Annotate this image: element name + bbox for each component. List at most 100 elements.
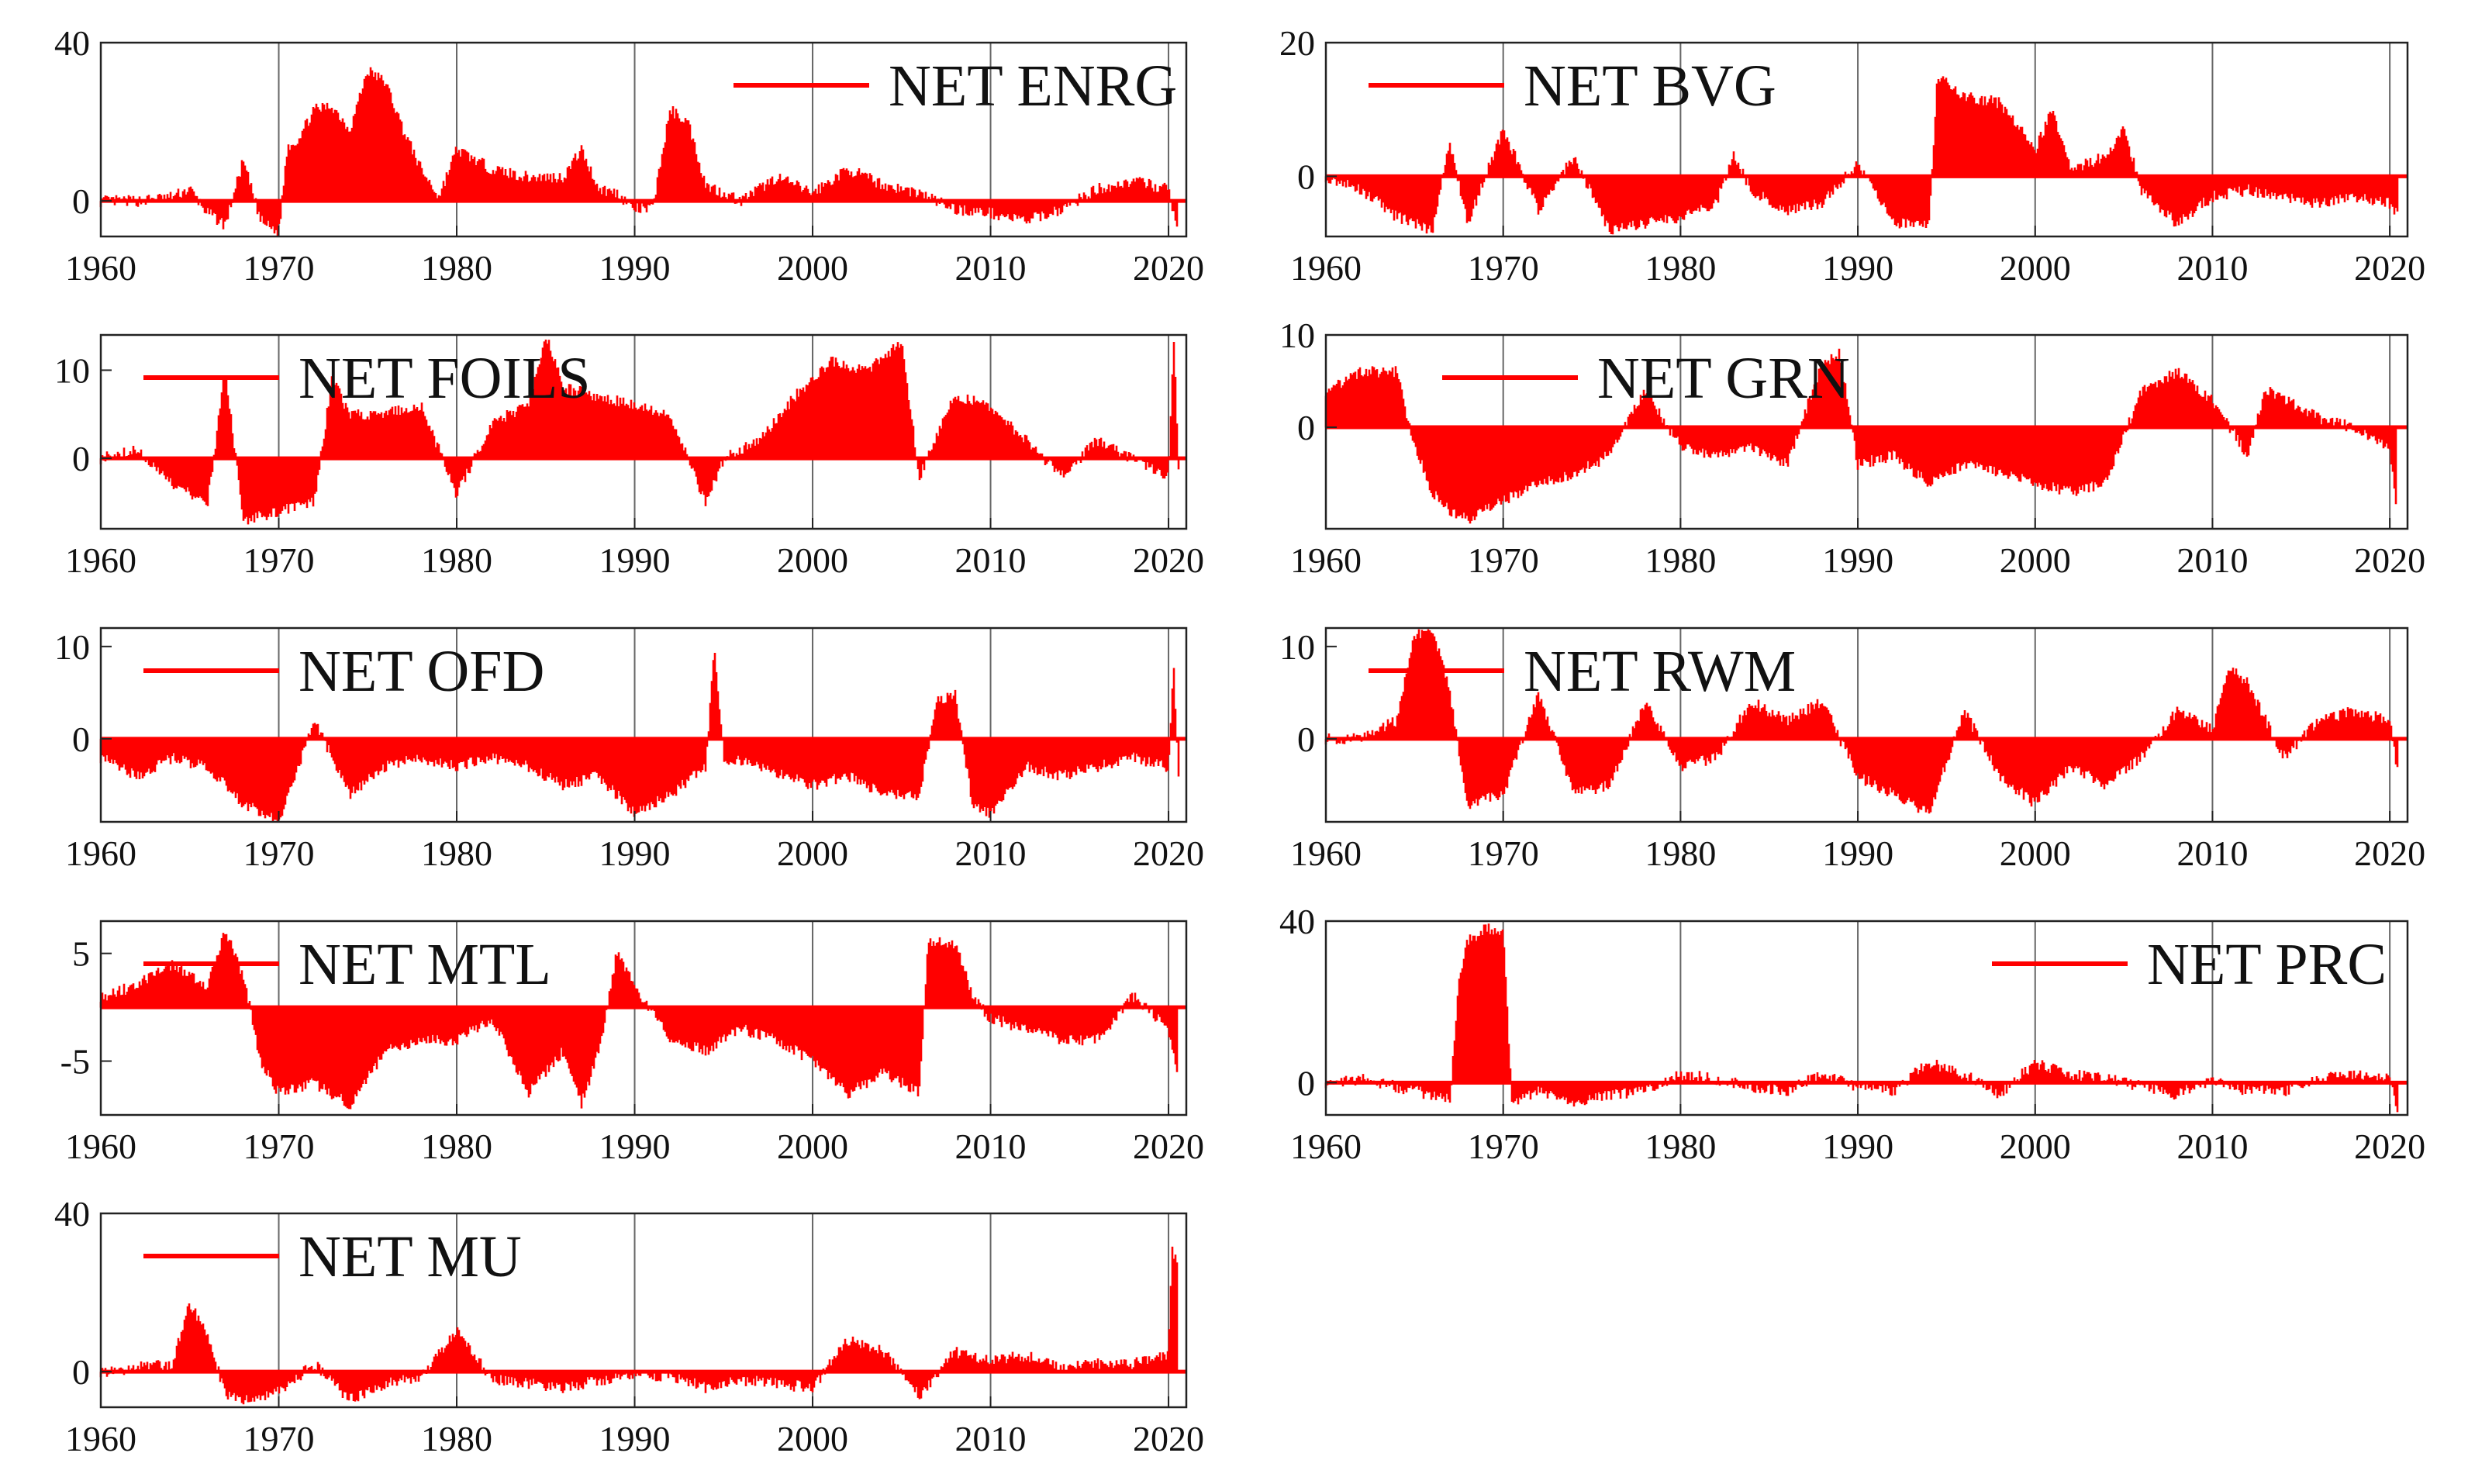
x-tick-label: 1970 [243,833,315,873]
legend-label: NET MU [299,1224,522,1289]
y-tick-label: -5 [60,1042,90,1082]
x-tick-label: 2000 [2000,833,2071,873]
plot-frame [99,41,1188,238]
chart-net-enrg: 1960 1970 1980 1990 2000 2010 2020 40 0 NET ENRG [54,23,1204,288]
legend-label: NET RWM [1524,639,1796,704]
y-tick-label: 10 [54,350,90,390]
plot-frame [99,333,1188,530]
x-tick-label: 1980 [1645,540,1716,580]
x-tick-label: 2020 [2354,833,2425,873]
x-tick-label: 1960 [1290,540,1362,580]
x-tick-label: 2010 [955,1127,1027,1166]
legend-label: NET OFD [299,639,544,704]
x-tick-label: 1990 [1822,833,1893,873]
x-tick-label: 2020 [2354,1127,2425,1166]
y-tick-label: 10 [54,627,90,667]
legend-label: NET ENRG [889,53,1177,119]
x-tick-label: 1970 [1468,1127,1539,1166]
x-tick-label: 2000 [2000,1127,2071,1166]
x-tick-label: 2020 [2354,248,2425,288]
x-tick-label: 2010 [955,833,1027,873]
x-tick-label: 1980 [421,833,492,873]
chart-net-mu: 1960 1970 1980 1990 2000 2010 2020 40 0 NET MU [54,1194,1204,1458]
chart-net-rwm: 1960 1970 1980 1990 2000 2010 2020 10 0 NET RWM [1279,626,2425,873]
chart-net-foils: 1960 1970 1980 1990 2000 2010 2020 10 0 NET FOILS [54,333,1204,580]
x-tick-label: 1990 [1822,540,1893,580]
y-tick-label: 40 [1279,902,1315,941]
chart-net-mtl: 1960 1970 1980 1990 2000 2010 2020 5 -5 NET MTL [60,920,1204,1166]
y-tick-label: 10 [1279,316,1315,355]
x-tick-label: 1980 [1645,248,1716,288]
x-tick-label: 1960 [1290,1127,1362,1166]
x-tick-label: 2000 [2000,540,2071,580]
x-tick-label: 1970 [1468,833,1539,873]
x-tick-label: 1990 [599,1127,671,1166]
y-tick-label: 5 [72,934,90,974]
y-tick-label: 0 [72,439,90,478]
x-tick-label: 2000 [777,248,848,288]
x-tick-label: 1970 [243,248,315,288]
x-tick-label: 2000 [777,1127,848,1166]
legend-label: NET MTL [299,932,551,997]
y-tick-label: 0 [1297,157,1315,196]
chart-net-ofd: 1960 1970 1980 1990 2000 2010 2020 10 0 NET OFD [54,626,1204,873]
x-tick-label: 2010 [2176,248,2248,288]
y-tick-label: 0 [1297,1063,1315,1103]
plot-frame [99,626,1188,823]
x-tick-label: 1960 [1290,833,1362,873]
chart-net-grn: 1960 1970 1980 1990 2000 2010 2020 10 0 NET GRN [1279,316,2425,580]
x-tick-label: 2020 [1133,540,1204,580]
y-tick-label: 10 [1279,627,1315,667]
x-tick-label: 2010 [955,1419,1027,1458]
x-tick-label: 1990 [599,540,671,580]
plot-frame [1324,626,2409,823]
plot-frame [1324,41,2409,238]
y-tick-label: 40 [54,23,90,63]
plot-frame [99,920,1188,1116]
x-tick-label: 1980 [421,540,492,580]
y-tick-label: 0 [1297,720,1315,759]
x-tick-label: 1960 [65,1127,136,1166]
x-tick-label: 1960 [65,1419,136,1458]
x-tick-label: 1980 [1645,1127,1716,1166]
x-tick-label: 1960 [65,540,136,580]
x-tick-label: 1970 [243,540,315,580]
x-tick-label: 1980 [1645,833,1716,873]
x-tick-label: 1990 [599,248,671,288]
x-tick-label: 1990 [599,1419,671,1458]
x-tick-label: 1990 [1822,248,1893,288]
x-tick-label: 1970 [1468,248,1539,288]
y-tick-label: 20 [1279,23,1315,63]
plot-frame [1324,333,2409,530]
legend-label: NET FOILS [299,346,591,411]
y-tick-label: 0 [72,181,90,221]
chart-net-prc: 1960 1970 1980 1990 2000 2010 2020 40 0 NET PRC [1279,902,2425,1166]
x-tick-label: 2010 [2176,1127,2248,1166]
x-tick-label: 1980 [421,1419,492,1458]
x-tick-label: 1990 [1822,1127,1893,1166]
plot-frame [1324,920,2409,1116]
x-tick-label: 2020 [1133,1127,1204,1166]
y-tick-label: 0 [72,1352,90,1392]
x-tick-label: 2010 [955,540,1027,580]
x-tick-label: 2000 [777,1419,848,1458]
legend-label: NET PRC [2147,932,2387,997]
x-tick-label: 2010 [955,248,1027,288]
x-tick-label: 2000 [777,833,848,873]
x-tick-label: 2010 [2176,833,2248,873]
legend-label: NET BVG [1524,53,1776,119]
x-tick-label: 1980 [421,248,492,288]
y-tick-label: 40 [54,1194,90,1234]
x-tick-label: 2020 [1133,833,1204,873]
x-tick-label: 1970 [1468,540,1539,580]
y-tick-label: 0 [72,720,90,759]
x-tick-label: 2010 [2176,540,2248,580]
x-tick-label: 1980 [421,1127,492,1166]
x-tick-label: 2000 [777,540,848,580]
x-tick-label: 1990 [599,833,671,873]
x-tick-label: 1960 [1290,248,1362,288]
x-tick-label: 1970 [243,1127,315,1166]
x-tick-label: 2020 [1133,1419,1204,1458]
